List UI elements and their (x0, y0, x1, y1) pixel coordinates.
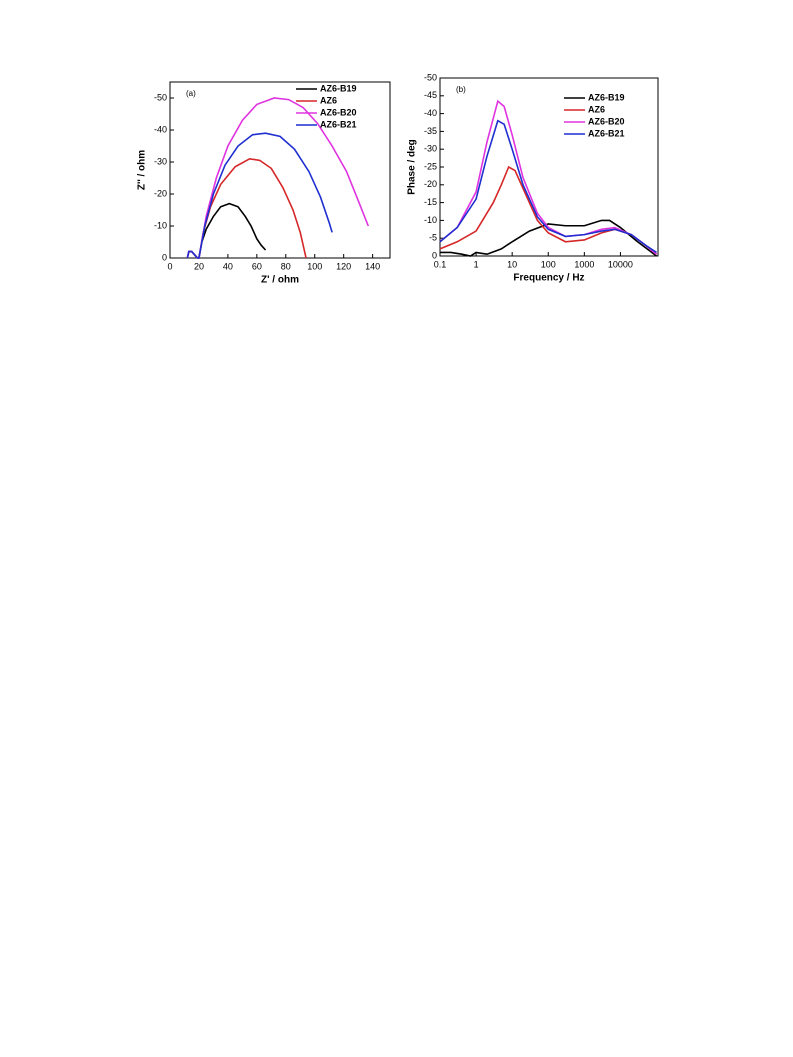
legend-label: AZ6-B20 (320, 107, 357, 117)
y-tick-label: -45 (424, 90, 437, 100)
x-tick-label: 80 (281, 261, 291, 271)
x-tick-label: 60 (252, 261, 262, 271)
x-tick-label: 20 (194, 261, 204, 271)
y-axis-title: Z'' / ohm (137, 150, 148, 190)
y-tick-label: -20 (424, 179, 437, 189)
legend-label: AZ6 (320, 95, 337, 105)
x-tick-label: 0.1 (434, 259, 447, 269)
x-tick-label: 10 (507, 259, 517, 269)
legend-label: AZ6-B21 (320, 119, 357, 129)
x-axis-title: Z' / ohm (261, 275, 299, 286)
y-tick-label: -20 (154, 188, 167, 198)
legend-label: AZ6 (588, 104, 605, 114)
y-tick-label: -25 (424, 161, 437, 171)
y-tick-label: -15 (424, 197, 437, 207)
y-tick-label: -30 (424, 144, 437, 154)
y-tick-label: -35 (424, 126, 437, 136)
data-line (440, 219, 657, 257)
panel-label: (a) (186, 89, 196, 98)
plot-frame (169, 81, 391, 259)
data-line (186, 202, 267, 259)
x-tick-label: 10000 (608, 259, 633, 269)
data-line (186, 132, 333, 259)
panel-label: (b) (456, 85, 466, 94)
y-tick-label: -50 (154, 92, 167, 102)
legend-label: AZ6-B19 (320, 83, 357, 93)
x-tick-label: 0 (167, 261, 172, 271)
data-line (439, 165, 658, 255)
x-tick-label: 120 (336, 261, 351, 271)
x-tick-label: 100 (307, 261, 322, 271)
y-tick-label: -10 (154, 220, 167, 230)
x-tick-label: 100 (541, 259, 556, 269)
x-tick-label: 1000 (574, 259, 594, 269)
y-tick-label: 0 (432, 250, 437, 260)
y-axis-title: Phase / deg (407, 139, 418, 195)
y-tick-label: -40 (424, 108, 437, 118)
y-tick-label: -5 (429, 233, 437, 243)
y-tick-label: -10 (424, 215, 437, 225)
y-tick-label: -30 (154, 156, 167, 166)
data-line (186, 157, 307, 259)
y-tick-label: 0 (162, 252, 167, 262)
y-tick-label: -50 (424, 72, 437, 82)
x-tick-label: 40 (223, 261, 233, 271)
data-line (439, 119, 657, 254)
x-axis-title: Frequency / Hz (513, 273, 584, 284)
legend-label: AZ6-B21 (588, 128, 625, 138)
y-tick-label: -40 (154, 124, 167, 134)
x-tick-label: 140 (365, 261, 380, 271)
x-tick-label: 1 (474, 259, 479, 269)
legend-label: AZ6-B19 (588, 92, 625, 102)
data-line (439, 99, 658, 255)
legend-label: AZ6-B20 (588, 116, 625, 126)
